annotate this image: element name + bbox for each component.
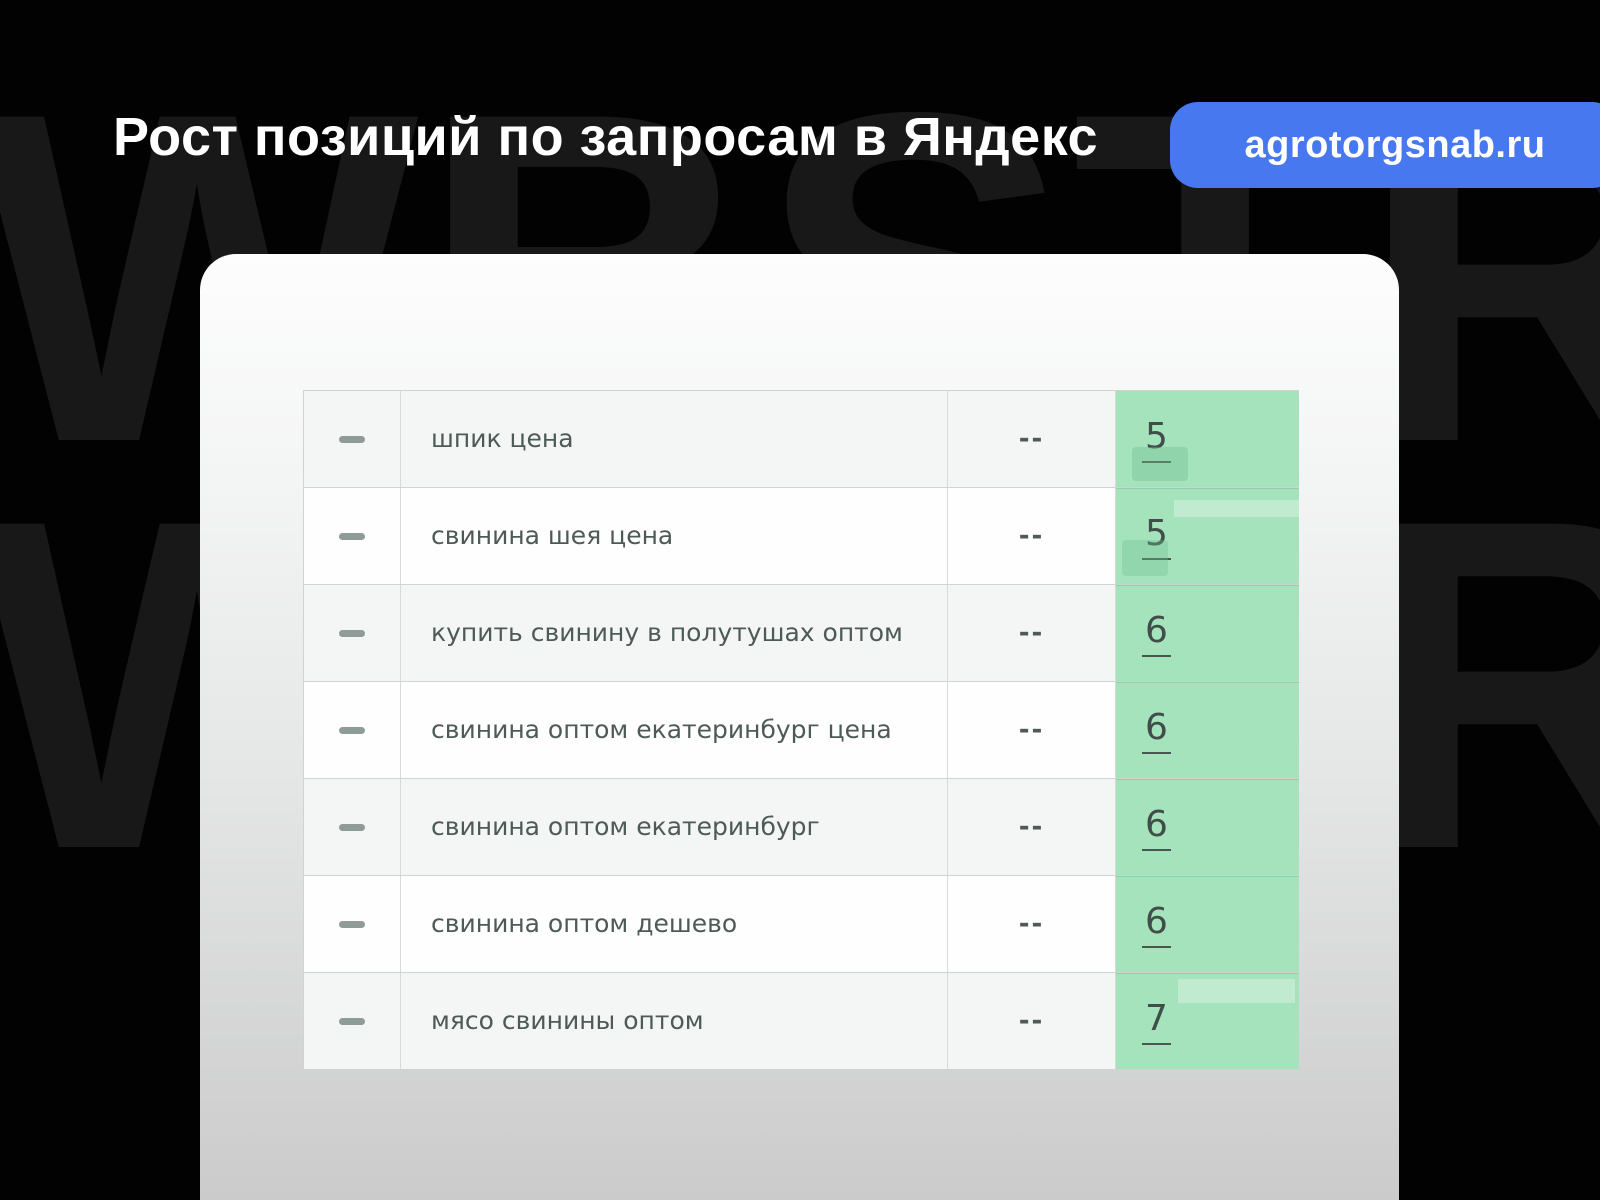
screenshot-card: шпик цена -- 5 свинина шея цена -- 5 куп… [200, 254, 1399, 1200]
table-row: купить свинину в полутушах оптом -- 6 [304, 585, 1299, 682]
previous-position-value: -- [1018, 715, 1045, 745]
dash-icon [339, 823, 365, 831]
current-position-cell: 7 [1116, 973, 1299, 1069]
current-position-cell: 6 [1116, 585, 1299, 681]
dash-icon [339, 532, 365, 540]
row-checkbox-cell[interactable] [304, 488, 401, 584]
previous-position-cell: -- [948, 973, 1116, 1069]
previous-position-value: -- [1018, 812, 1045, 842]
current-position-link[interactable]: 5 [1142, 416, 1171, 463]
previous-position-cell: -- [948, 488, 1116, 584]
previous-position-value: -- [1018, 521, 1045, 551]
current-position-cell: 6 [1116, 876, 1299, 972]
table-row: свинина шея цена -- 5 [304, 488, 1299, 585]
query-text: шпик цена [431, 423, 574, 453]
previous-position-cell: -- [948, 391, 1116, 487]
query-text: свинина оптом екатеринбург [431, 811, 820, 841]
previous-position-value: -- [1018, 1006, 1045, 1036]
row-checkbox-cell[interactable] [304, 973, 401, 1069]
row-checkbox-cell[interactable] [304, 682, 401, 778]
query-text: свинина оптом дешево [431, 908, 738, 938]
site-badge-label: agrotorgsnab.ru [1244, 123, 1546, 166]
previous-position-value: -- [1018, 909, 1045, 939]
previous-position-cell: -- [948, 585, 1116, 681]
query-cell: мясо свинины оптом [401, 973, 948, 1069]
query-cell: купить свинину в полутушах оптом [401, 585, 948, 681]
row-checkbox-cell[interactable] [304, 876, 401, 972]
query-cell: шпик цена [401, 391, 948, 487]
query-cell: свинина оптом дешево [401, 876, 948, 972]
current-position-link[interactable]: 5 [1142, 513, 1171, 560]
previous-position-value: -- [1018, 424, 1045, 454]
query-text: свинина оптом екатеринбург цена [431, 714, 892, 744]
query-text: свинина шея цена [431, 520, 674, 550]
current-position-link[interactable]: 6 [1142, 707, 1171, 754]
current-position-cell: 5 [1116, 488, 1299, 584]
query-text: мясо свинины оптом [431, 1005, 704, 1035]
query-cell: свинина оптом екатеринбург цена [401, 682, 948, 778]
dash-icon [339, 920, 365, 928]
row-checkbox-cell[interactable] [304, 779, 401, 875]
row-checkbox-cell[interactable] [304, 585, 401, 681]
current-position-link[interactable]: 6 [1142, 901, 1171, 948]
current-position-link[interactable]: 7 [1142, 998, 1171, 1045]
dash-icon [339, 1017, 365, 1025]
positions-table: шпик цена -- 5 свинина шея цена -- 5 куп… [303, 390, 1299, 1070]
query-text: купить свинину в полутушах оптом [431, 617, 903, 647]
table-row: мясо свинины оптом -- 7 [304, 973, 1299, 1070]
previous-position-value: -- [1018, 618, 1045, 648]
current-position-link[interactable]: 6 [1142, 610, 1171, 657]
current-position-cell: 6 [1116, 682, 1299, 778]
row-checkbox-cell[interactable] [304, 391, 401, 487]
page-title: Рост позиций по запросам в Яндекс [113, 107, 1099, 167]
dash-icon [339, 726, 365, 734]
table-row: свинина оптом екатеринбург -- 6 [304, 779, 1299, 876]
previous-position-cell: -- [948, 779, 1116, 875]
previous-position-cell: -- [948, 682, 1116, 778]
table-row: свинина оптом дешево -- 6 [304, 876, 1299, 973]
current-position-link[interactable]: 6 [1142, 804, 1171, 851]
dash-icon [339, 629, 365, 637]
previous-position-cell: -- [948, 876, 1116, 972]
site-badge: agrotorgsnab.ru [1170, 102, 1600, 188]
query-cell: свинина оптом екатеринбург [401, 779, 948, 875]
table-row: свинина оптом екатеринбург цена -- 6 [304, 682, 1299, 779]
current-position-cell: 5 [1116, 391, 1299, 487]
dash-icon [339, 435, 365, 443]
table-row: шпик цена -- 5 [304, 391, 1299, 488]
query-cell: свинина шея цена [401, 488, 948, 584]
current-position-cell: 6 [1116, 779, 1299, 875]
